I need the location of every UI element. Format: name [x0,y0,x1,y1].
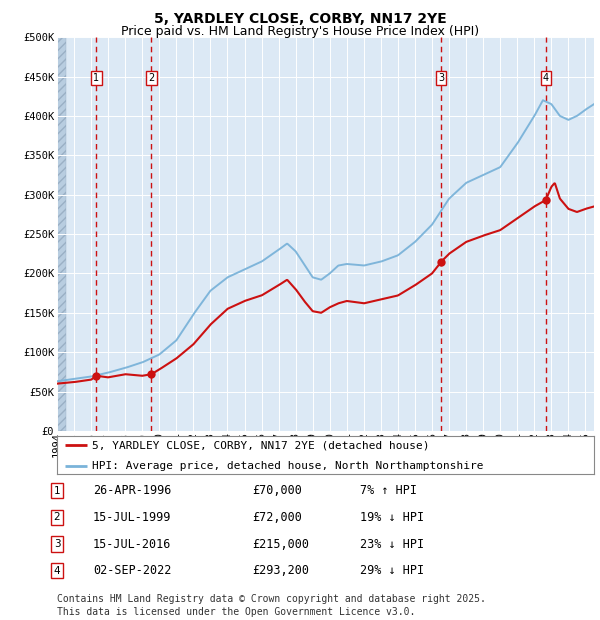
Text: £70,000: £70,000 [252,484,302,497]
Text: 5, YARDLEY CLOSE, CORBY, NN17 2YE: 5, YARDLEY CLOSE, CORBY, NN17 2YE [154,12,446,27]
Text: 4: 4 [542,73,549,83]
Text: 1: 1 [53,485,61,496]
Text: 26-APR-1996: 26-APR-1996 [93,484,172,497]
Text: 2: 2 [53,512,61,523]
Text: 15-JUL-1999: 15-JUL-1999 [93,511,172,524]
Text: 4: 4 [53,565,61,576]
Text: 15-JUL-2016: 15-JUL-2016 [93,538,172,551]
Text: 3: 3 [438,73,445,83]
Text: £215,000: £215,000 [252,538,309,551]
Text: Contains HM Land Registry data © Crown copyright and database right 2025.
This d: Contains HM Land Registry data © Crown c… [57,594,486,617]
Text: 1: 1 [94,73,100,83]
Text: £293,200: £293,200 [252,564,309,577]
Text: 2: 2 [148,73,155,83]
Text: 02-SEP-2022: 02-SEP-2022 [93,564,172,577]
Text: 19% ↓ HPI: 19% ↓ HPI [360,511,424,524]
Text: 29% ↓ HPI: 29% ↓ HPI [360,564,424,577]
Text: Price paid vs. HM Land Registry's House Price Index (HPI): Price paid vs. HM Land Registry's House … [121,25,479,38]
Text: 3: 3 [53,539,61,549]
Text: HPI: Average price, detached house, North Northamptonshire: HPI: Average price, detached house, Nort… [92,461,484,471]
Text: 23% ↓ HPI: 23% ↓ HPI [360,538,424,551]
Text: 5, YARDLEY CLOSE, CORBY, NN17 2YE (detached house): 5, YARDLEY CLOSE, CORBY, NN17 2YE (detac… [92,440,430,451]
Text: £72,000: £72,000 [252,511,302,524]
Text: 7% ↑ HPI: 7% ↑ HPI [360,484,417,497]
